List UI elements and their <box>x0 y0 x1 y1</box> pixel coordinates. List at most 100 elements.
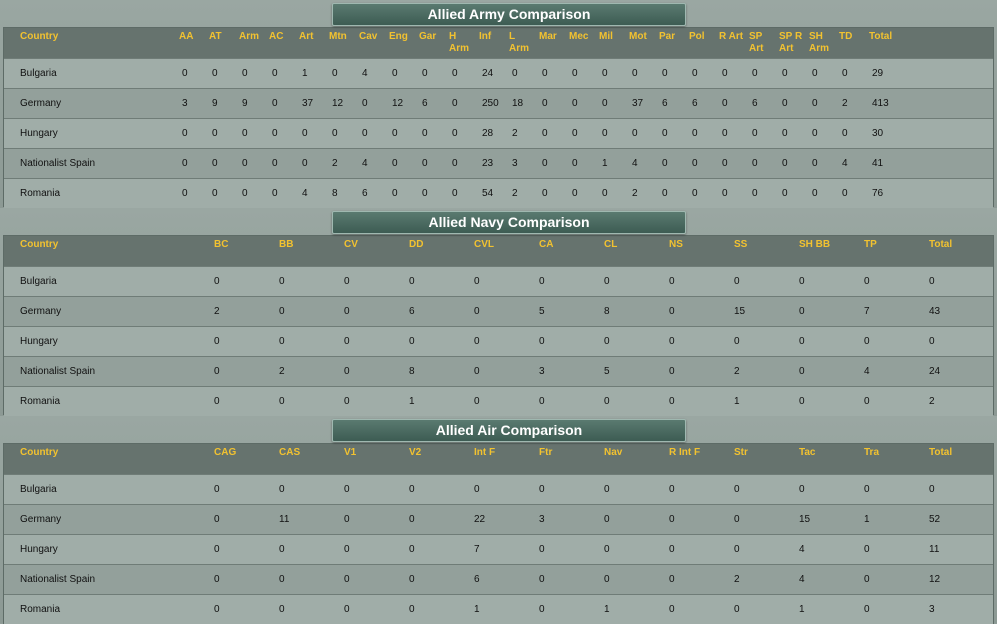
value-cell: 9 <box>242 98 248 109</box>
army-col-header[interactable]: Par <box>659 31 676 42</box>
army-col-header[interactable]: Pol <box>689 31 705 42</box>
value-cell: 0 <box>452 98 458 109</box>
value-cell: 0 <box>272 98 278 109</box>
army-col-header[interactable]: SP R Art <box>779 31 803 54</box>
value-cell: 0 <box>864 544 870 555</box>
air-col-header[interactable]: Tra <box>864 447 880 458</box>
value-cell: 0 <box>214 544 220 555</box>
navy-col-header[interactable]: DD <box>409 239 424 250</box>
value-cell: 0 <box>842 188 848 199</box>
air-col-header[interactable]: Ftr <box>539 447 553 458</box>
value-cell: 0 <box>242 128 248 139</box>
value-cell: 41 <box>872 158 884 169</box>
air-col-header[interactable]: R Int F <box>669 447 701 458</box>
value-cell: 0 <box>604 574 610 585</box>
army-table-row[interactable]: Hungary 0 0 0 0 0 0 0 0 0 0 28 2 0 0 0 0 0 0 0 0 0 0 0 30 <box>4 118 993 148</box>
army-table-row[interactable]: Romania 0 0 0 0 4 8 6 0 0 0 54 2 0 0 0 2 0 0 0 0 0 0 0 76 <box>4 178 993 208</box>
value-cell: 12 <box>392 98 404 109</box>
air-col-header[interactable]: Total <box>929 447 953 458</box>
air-table-row[interactable]: Bulgaria 0 0 0 0 0 0 0 0 0 0 0 0 <box>4 474 993 504</box>
navy-col-header[interactable]: CL <box>604 239 618 250</box>
army-col-header[interactable]: Art <box>299 31 314 42</box>
navy-col-header[interactable]: SH BB <box>799 239 831 250</box>
navy-col-header[interactable]: TP <box>864 239 877 250</box>
navy-col-header[interactable]: CVL <box>474 239 494 250</box>
value-cell: 0 <box>662 188 668 199</box>
air-table-row[interactable]: Nationalist Spain 0 0 0 0 6 0 0 0 2 4 0 12 <box>4 564 993 594</box>
value-cell: 0 <box>669 484 675 495</box>
army-col-header[interactable]: Mtn <box>329 31 347 42</box>
army-col-header[interactable]: R Art <box>719 31 744 42</box>
value-cell: 0 <box>542 128 548 139</box>
army-col-header[interactable]: Country <box>20 31 59 42</box>
navy-col-header[interactable]: SS <box>734 239 748 250</box>
army-col-header[interactable]: AC <box>269 31 284 42</box>
navy-table-row[interactable]: Germany 2 0 0 6 0 5 8 0 15 0 7 43 <box>4 296 993 326</box>
army-table-row[interactable]: Nationalist Spain 0 0 0 0 0 2 4 0 0 0 23 3 0 0 1 4 0 0 0 0 0 0… <box>4 148 993 178</box>
air-col-header[interactable]: Int F <box>474 447 496 458</box>
navy-col-header[interactable]: CA <box>539 239 554 250</box>
navy-col-header[interactable]: CV <box>344 239 358 250</box>
navy-table-row[interactable]: Nationalist Spain 0 2 0 8 0 3 5 0 2 0 4 24 <box>4 356 993 386</box>
army-col-header[interactable]: L Arm <box>509 31 530 54</box>
air-col-header[interactable]: Tac <box>799 447 816 458</box>
navy-col-header[interactable]: BC <box>214 239 229 250</box>
value-cell: 0 <box>214 604 220 615</box>
air-table-row[interactable]: Romania 0 0 0 0 1 0 1 0 0 1 0 3 <box>4 594 993 624</box>
air-col-header[interactable]: V2 <box>409 447 422 458</box>
air-col-header[interactable]: CAS <box>279 447 301 458</box>
air-col-header[interactable]: Country <box>20 447 59 458</box>
navy-col-header[interactable]: Country <box>20 239 59 250</box>
value-cell: 0 <box>474 276 480 287</box>
navy-col-header[interactable]: NS <box>669 239 683 250</box>
value-cell: 0 <box>572 188 578 199</box>
value-cell: 0 <box>734 514 740 525</box>
air-col-header[interactable]: Str <box>734 447 748 458</box>
value-cell: 6 <box>409 306 415 317</box>
value-cell: 0 <box>539 604 545 615</box>
navy-table-row[interactable]: Bulgaria 0 0 0 0 0 0 0 0 0 0 0 0 <box>4 266 993 296</box>
value-cell: 0 <box>929 484 935 495</box>
value-cell: 15 <box>799 514 811 525</box>
air-table-row[interactable]: Germany 0 11 0 0 22 3 0 0 0 15 1 52 <box>4 504 993 534</box>
army-col-header[interactable]: Mec <box>569 31 589 42</box>
army-table-row[interactable]: Germany 3 9 9 0 37 12 0 12 6 0 250 18 0 0 0 37 6 6 0 6 0 0 2 413 <box>4 88 993 118</box>
value-cell: 0 <box>409 336 415 347</box>
army-col-header[interactable]: Mot <box>629 31 647 42</box>
air-table-row[interactable]: Hungary 0 0 0 0 7 0 0 0 0 4 0 11 <box>4 534 993 564</box>
army-col-header[interactable]: H Arm <box>449 31 470 54</box>
army-col-header[interactable]: Mil <box>599 31 613 42</box>
army-col-header[interactable]: Mar <box>539 31 557 42</box>
value-cell: 0 <box>864 484 870 495</box>
army-panel: Allied Army Comparison Country AA AT Arm AC A… <box>0 0 997 208</box>
value-cell: 0 <box>604 484 610 495</box>
army-col-header[interactable]: AT <box>209 31 222 42</box>
value-cell: 0 <box>214 336 220 347</box>
army-col-header[interactable]: TD <box>839 31 853 42</box>
army-col-header[interactable]: Total <box>869 31 893 42</box>
air-col-header[interactable]: CAG <box>214 447 237 458</box>
navy-col-header[interactable]: Total <box>929 239 953 250</box>
country-cell: Germany <box>20 514 62 525</box>
army-col-header[interactable]: Cav <box>359 31 378 42</box>
navy-col-header[interactable]: BB <box>279 239 294 250</box>
army-col-header[interactable]: Eng <box>389 31 408 42</box>
value-cell: 0 <box>474 336 480 347</box>
air-col-header[interactable]: V1 <box>344 447 357 458</box>
value-cell: 0 <box>572 98 578 109</box>
navy-table-row[interactable]: Romania 0 0 0 1 0 0 0 0 1 0 0 2 <box>4 386 993 416</box>
army-col-header[interactable]: SH Arm <box>809 31 830 54</box>
value-cell: 0 <box>864 604 870 615</box>
army-col-header[interactable]: SP Art <box>749 31 764 54</box>
value-cell: 0 <box>662 128 668 139</box>
value-cell: 18 <box>512 98 524 109</box>
army-col-header[interactable]: Arm <box>239 31 260 42</box>
army-table-row[interactable]: Bulgaria 0 0 0 0 1 0 4 0 0 0 24 0 0 0 0 0 0 0 0 0 0 0 0 29 <box>4 58 993 88</box>
air-col-header[interactable]: Nav <box>604 447 623 458</box>
value-cell: 0 <box>182 128 188 139</box>
army-col-header[interactable]: Inf <box>479 31 492 42</box>
navy-panel-title: Allied Navy Comparison <box>332 211 686 234</box>
army-col-header[interactable]: AA <box>179 31 194 42</box>
army-col-header[interactable]: Gar <box>419 31 437 42</box>
navy-table-row[interactable]: Hungary 0 0 0 0 0 0 0 0 0 0 0 0 <box>4 326 993 356</box>
